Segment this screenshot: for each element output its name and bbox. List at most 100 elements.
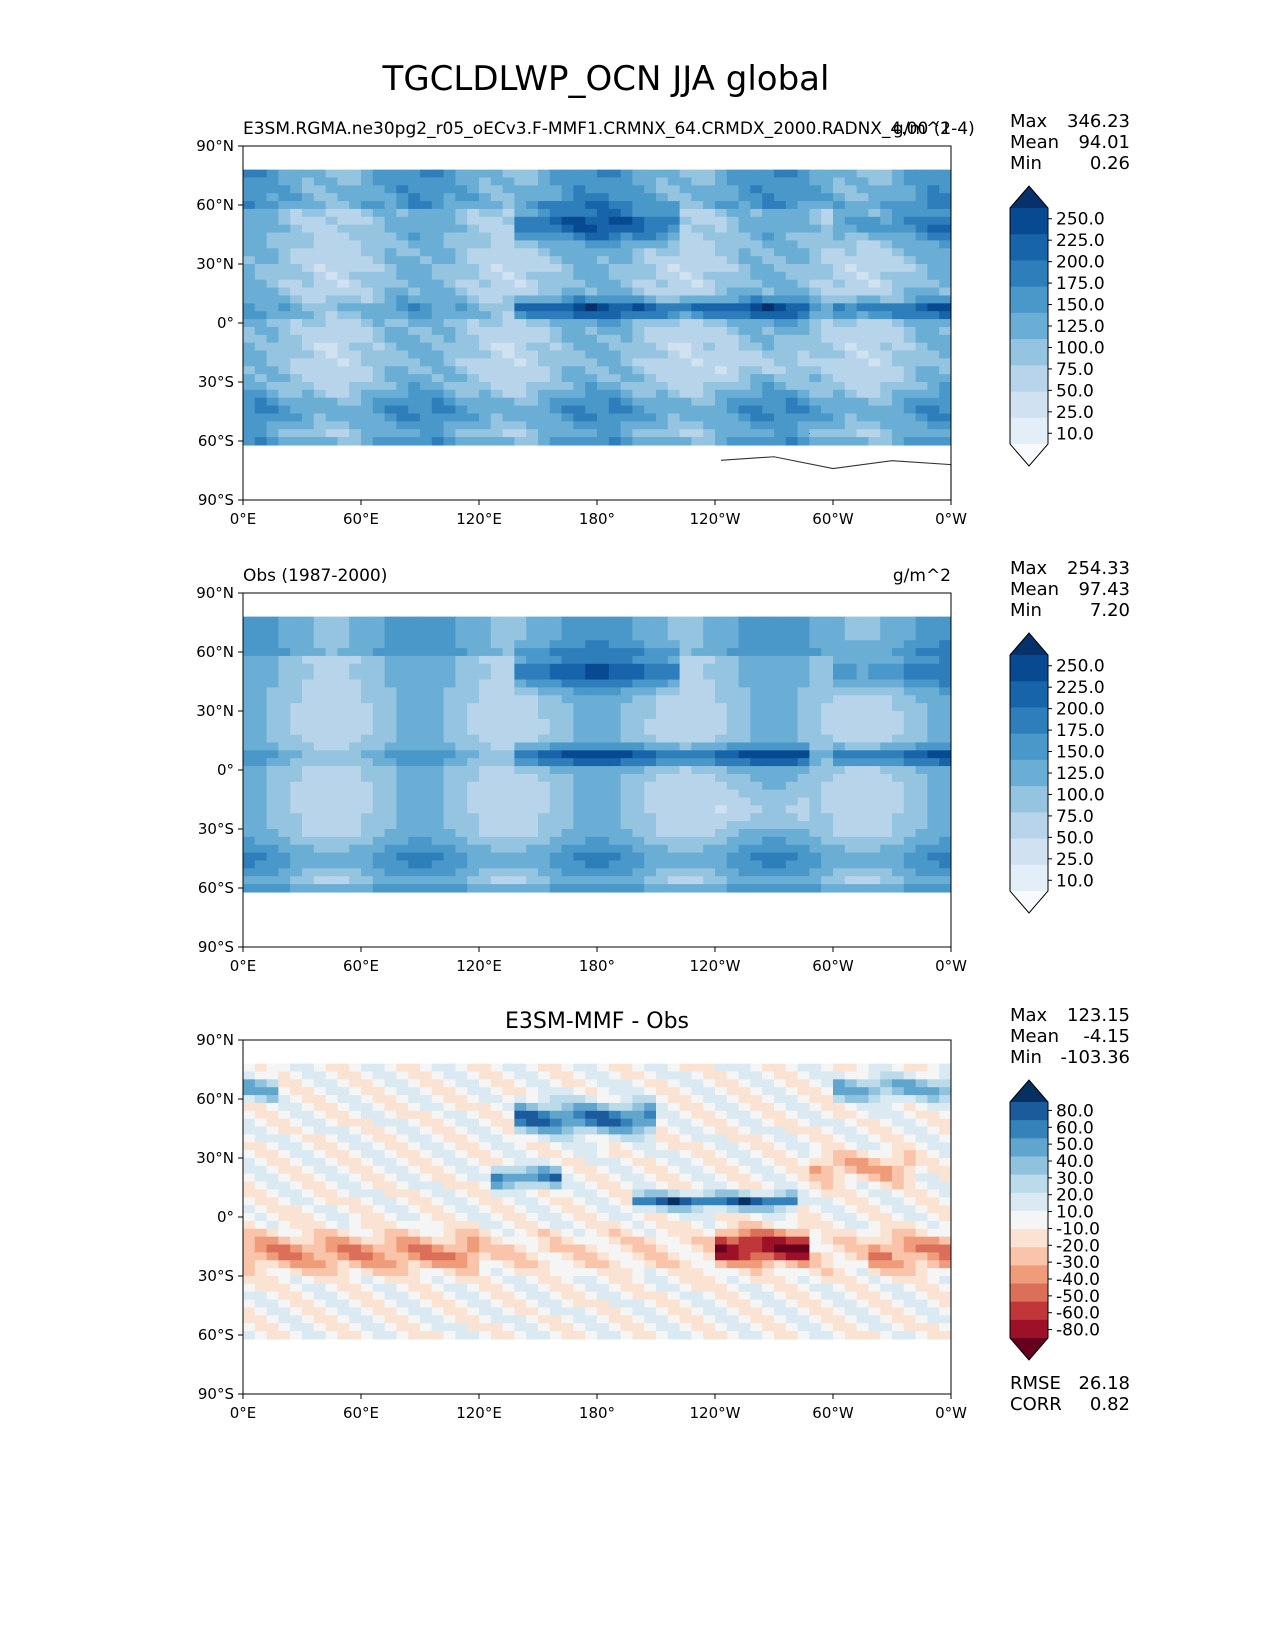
field-cell <box>750 632 763 641</box>
field-cell <box>420 742 433 751</box>
field-cell <box>903 279 917 289</box>
field-cell <box>243 671 256 681</box>
field-cell <box>408 844 421 854</box>
field-cell <box>396 726 409 736</box>
field-cell <box>455 868 468 877</box>
field-cell <box>361 1331 374 1340</box>
field-cell <box>408 397 421 407</box>
field-cell <box>715 813 728 822</box>
field-cell <box>608 216 622 226</box>
field-cell <box>691 216 704 226</box>
field-cell <box>384 679 397 688</box>
field-cell <box>420 177 433 186</box>
field-cell <box>833 773 846 783</box>
field-cell <box>349 884 362 893</box>
field-cell <box>302 1095 315 1104</box>
field-cell <box>361 208 374 218</box>
field-cell <box>573 358 586 367</box>
field-cell <box>750 429 763 438</box>
field-cell <box>396 703 409 712</box>
field-cell <box>490 264 504 273</box>
field-cell <box>266 1110 279 1120</box>
field-cell <box>774 836 787 846</box>
field-cell <box>750 279 763 289</box>
field-cell <box>490 648 504 657</box>
field-cell <box>927 718 940 728</box>
field-cell <box>833 711 846 720</box>
field-cell <box>939 358 951 367</box>
field-cell <box>266 1142 279 1151</box>
field-cell <box>833 829 846 838</box>
field-cell <box>325 640 338 649</box>
field-cell <box>632 208 645 218</box>
field-cell <box>490 632 504 641</box>
field-cell <box>502 326 515 336</box>
field-cell <box>396 358 409 367</box>
field-cell <box>490 326 504 336</box>
field-cell <box>278 342 291 352</box>
field-cell <box>490 813 504 822</box>
field-cell <box>467 295 480 304</box>
field-cell <box>844 703 858 712</box>
field-cell <box>726 295 740 304</box>
field-cells <box>243 169 951 446</box>
field-cell <box>408 1126 421 1135</box>
field-cell <box>526 201 539 210</box>
colorbar-segment <box>1010 786 1048 813</box>
field-cell <box>892 374 905 383</box>
field-cell <box>313 781 327 791</box>
field-cell <box>762 177 775 186</box>
field-cell <box>844 640 858 649</box>
field-cell <box>467 797 480 806</box>
field-cell <box>431 1323 445 1332</box>
field-cell <box>431 208 445 218</box>
field-cell <box>479 758 492 767</box>
field-cell <box>302 1197 315 1206</box>
field-cell <box>266 742 279 751</box>
field-cell <box>750 797 763 806</box>
field-cell <box>738 216 751 226</box>
field-cell <box>762 781 775 791</box>
field-cell <box>644 734 657 744</box>
field-cell <box>349 1244 362 1253</box>
field-cell <box>325 742 338 751</box>
field-cell <box>313 1323 327 1332</box>
field-cell <box>738 334 751 344</box>
field-cell <box>372 169 386 179</box>
field-cell <box>691 319 704 328</box>
field-cell <box>691 279 704 289</box>
x-tick-label: 0°E <box>230 510 257 528</box>
field-cell <box>349 1063 362 1073</box>
field-cell <box>608 758 622 767</box>
field-cell <box>431 342 445 352</box>
field-cell <box>384 429 397 438</box>
field-cell <box>408 632 421 641</box>
field-cell <box>514 224 527 234</box>
field-cell <box>502 884 515 893</box>
field-cell <box>608 279 622 289</box>
field-cell <box>467 726 480 736</box>
field-cell <box>278 303 291 312</box>
field-cell <box>903 726 917 736</box>
field-cell <box>361 1142 374 1151</box>
field-cell <box>585 829 598 838</box>
field-cell <box>479 805 492 814</box>
field-cell <box>526 334 539 344</box>
field-cell <box>278 1071 291 1080</box>
field-cell <box>785 852 799 862</box>
field-cell <box>278 829 291 838</box>
field-cell <box>479 224 492 234</box>
field-cell <box>597 264 610 273</box>
field-cell <box>573 350 586 359</box>
y-tick-label: 90°S <box>198 491 234 509</box>
field-cell <box>833 766 846 775</box>
field-cell <box>502 671 515 681</box>
field-cell <box>762 382 775 391</box>
field-cell <box>302 671 315 681</box>
field-cell <box>656 671 669 681</box>
field-cell <box>632 655 645 665</box>
field-cell <box>302 632 315 641</box>
field-cell <box>349 185 362 194</box>
field-cell <box>243 374 256 383</box>
field-cell <box>833 695 846 704</box>
